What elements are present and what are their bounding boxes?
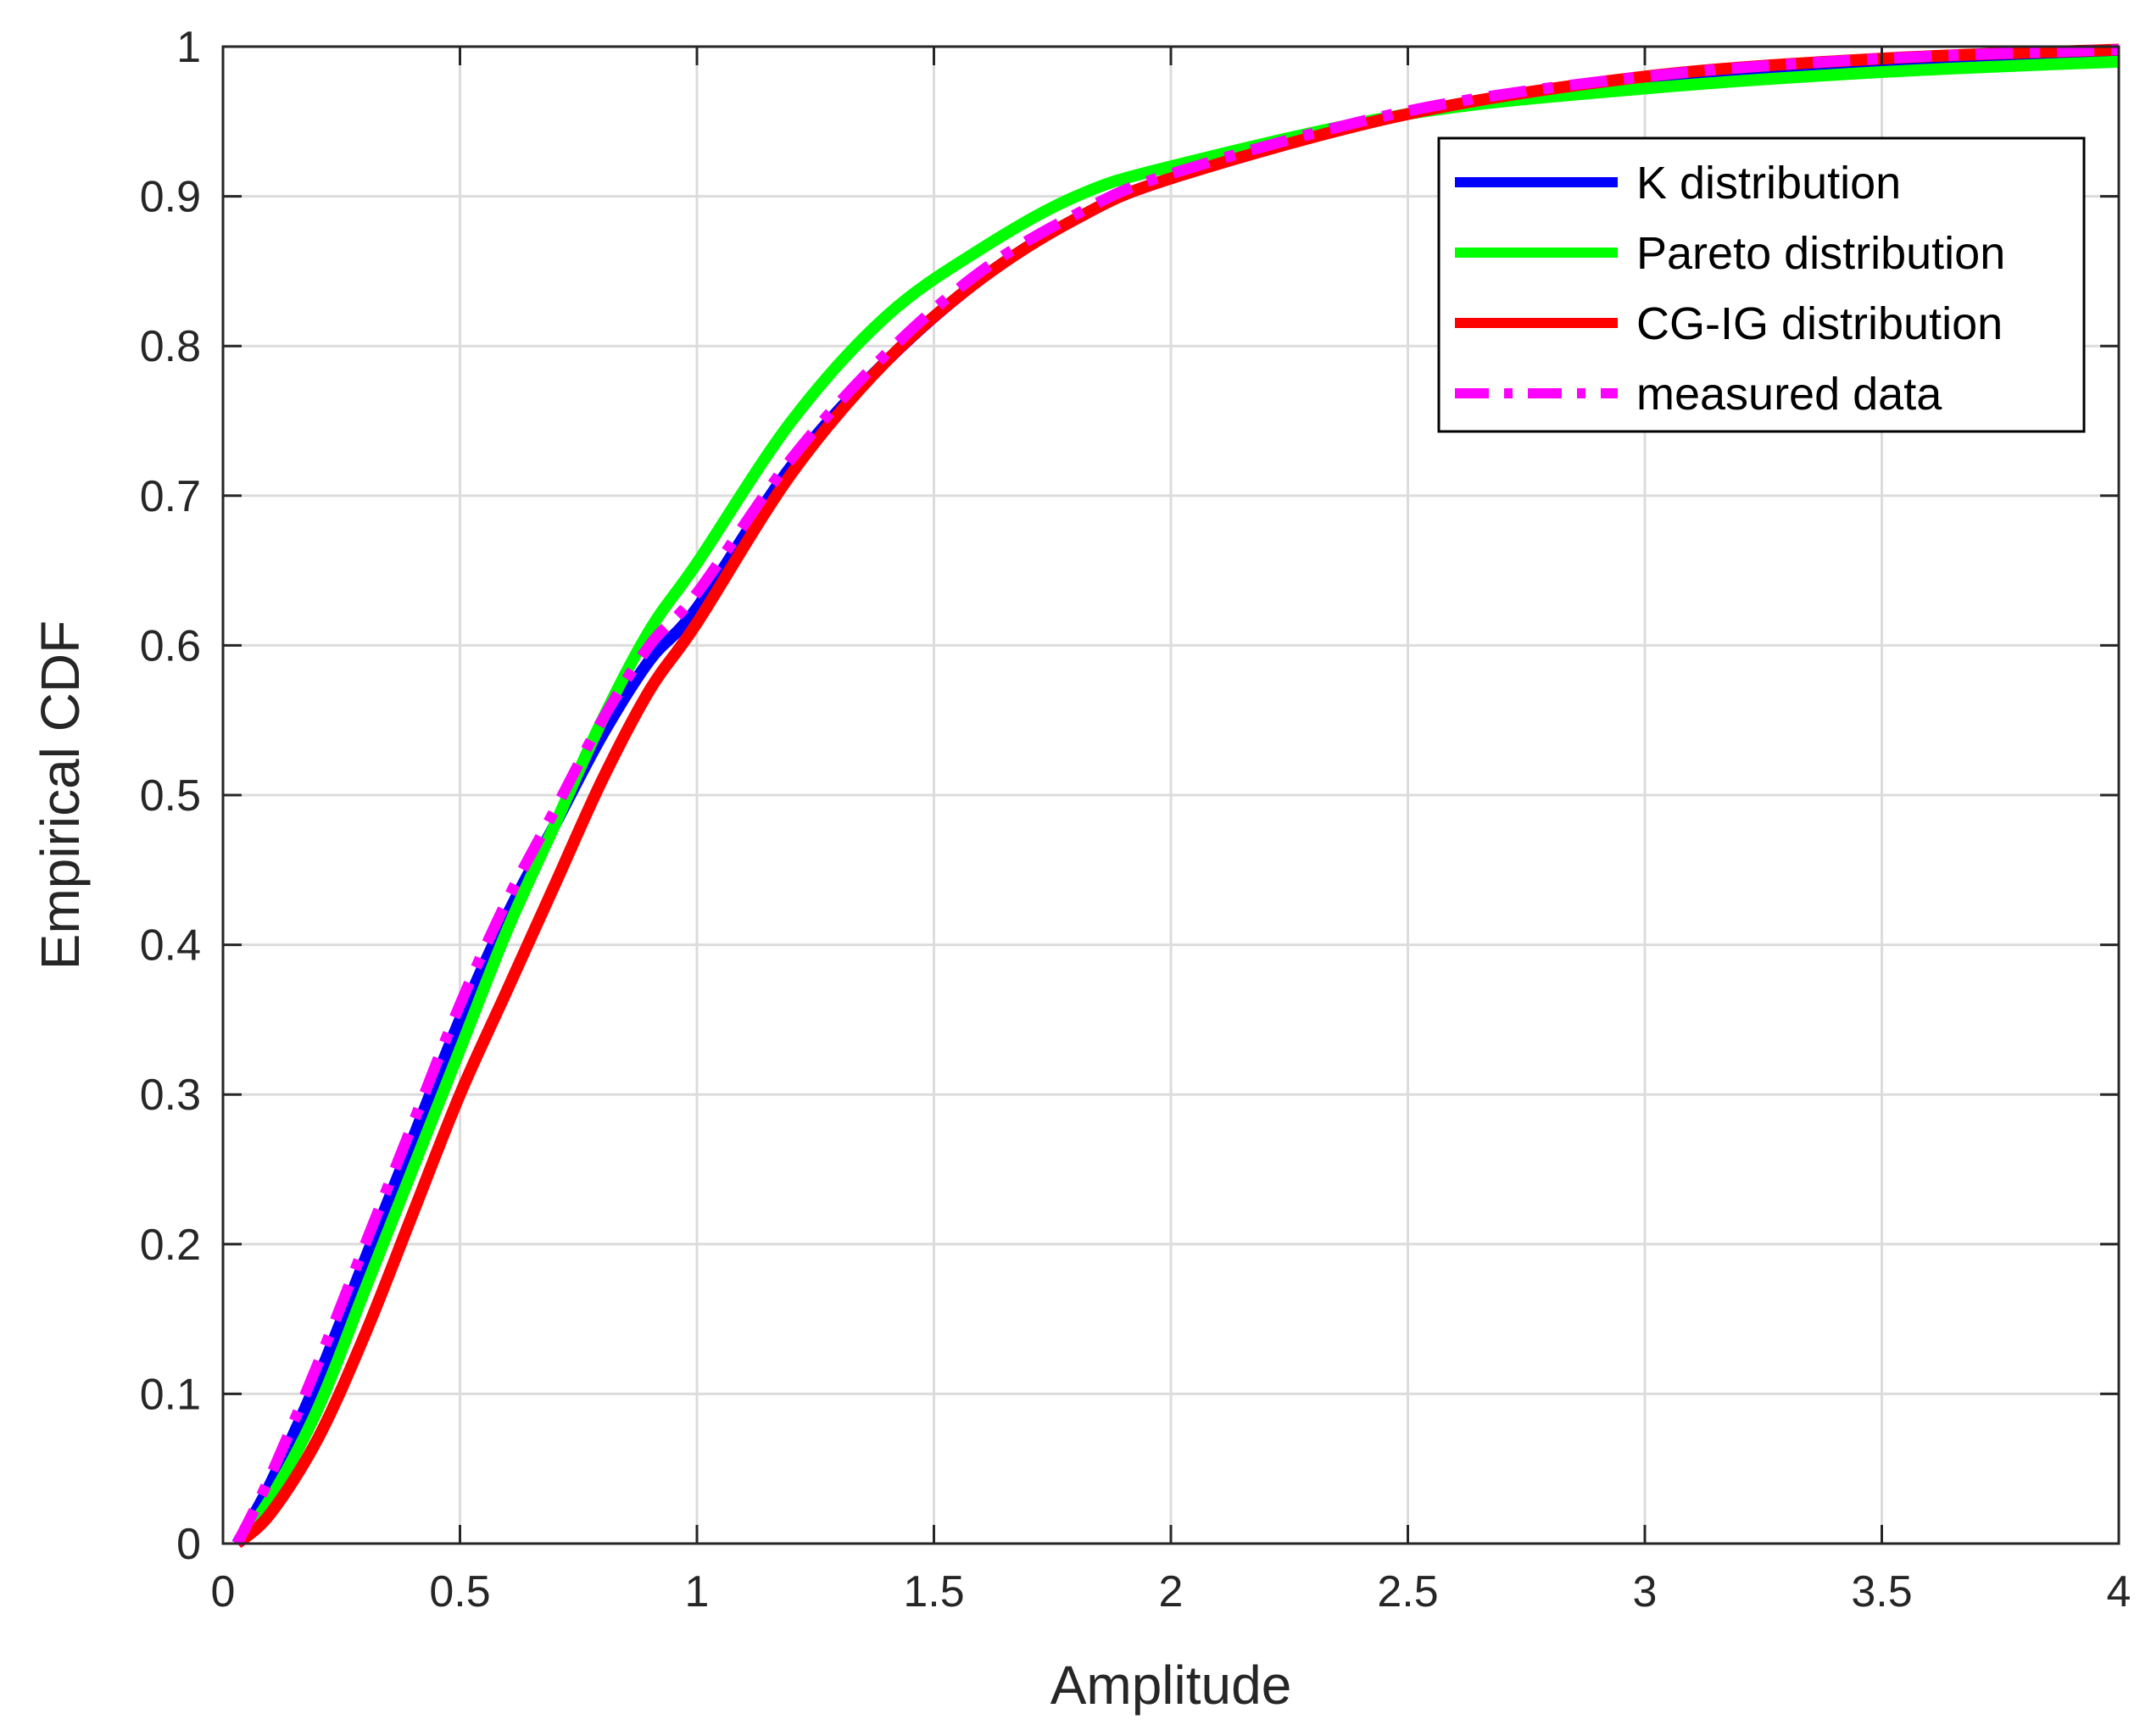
y-tick-labels: 0 0.1 0.2 0.3 0.4 0.5 0.6 0.7 0.8 0.9 1 bbox=[140, 23, 201, 1569]
y-tick-label: 0.4 bbox=[140, 921, 201, 971]
x-tick-labels: 0 0.5 1 1.5 2 2.5 3 3.5 4 bbox=[211, 1567, 2131, 1616]
y-tick-label: 0.8 bbox=[140, 322, 201, 371]
y-tick-label: 0.6 bbox=[140, 621, 201, 670]
y-tick-label: 0.9 bbox=[140, 173, 201, 222]
x-tick-label: 3.5 bbox=[1851, 1567, 1912, 1616]
y-tick-label: 0.3 bbox=[140, 1071, 201, 1120]
legend-label-cg-ig-distribution: CG-IG distribution bbox=[1636, 298, 2003, 349]
x-tick-label: 1 bbox=[685, 1567, 710, 1616]
grid-lines bbox=[221, 45, 2120, 1545]
legend-label-k-distribution: K distribution bbox=[1636, 158, 1901, 209]
y-tick-label: 0.1 bbox=[140, 1370, 201, 1419]
x-tick-label: 0 bbox=[211, 1567, 236, 1616]
x-tick-label: 3 bbox=[1633, 1567, 1658, 1616]
legend: K distribution Pareto distribution CG-IG d… bbox=[1437, 136, 2086, 433]
y-axis-label: Empirical CDF bbox=[30, 620, 91, 970]
x-tick-label: 4 bbox=[2107, 1567, 2131, 1616]
x-tick-label: 1.5 bbox=[903, 1567, 964, 1616]
x-tick-label: 2.5 bbox=[1377, 1567, 1438, 1616]
series-lines bbox=[231, 43, 2120, 1549]
axis-ticks bbox=[221, 45, 2120, 1545]
y-tick-label: 0 bbox=[176, 1520, 201, 1569]
x-axis-label: Amplitude bbox=[1050, 1655, 1292, 1716]
y-tick-label: 0.2 bbox=[140, 1221, 201, 1270]
x-tick-label: 0.5 bbox=[429, 1567, 490, 1616]
x-tick-label: 2 bbox=[1159, 1567, 1184, 1616]
y-tick-label: 0.7 bbox=[140, 472, 201, 521]
legend-label-measured-data: measured data bbox=[1636, 369, 1942, 420]
y-tick-label: 0.5 bbox=[140, 771, 201, 821]
series-line-measured-data bbox=[231, 44, 2120, 1546]
y-tick-label: 1 bbox=[176, 23, 201, 72]
series-line-pareto-distribution bbox=[232, 55, 2120, 1548]
legend-label-pareto-distribution: Pareto distribution bbox=[1636, 228, 2005, 279]
